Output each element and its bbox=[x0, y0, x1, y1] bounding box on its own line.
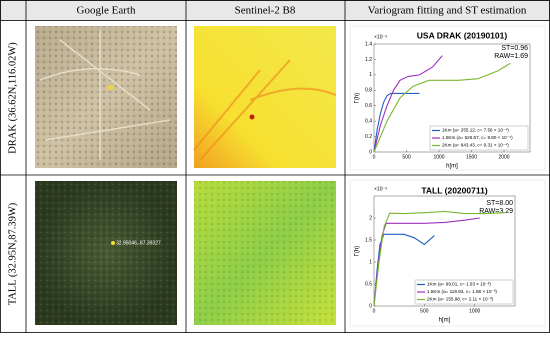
sentinel-image bbox=[193, 26, 337, 168]
legend-label: 1.5Km (a= 526.57, c= 9.80 × 10⁻⁴) bbox=[442, 135, 513, 140]
x-tick-label: 500 bbox=[420, 308, 429, 314]
series-line bbox=[373, 92, 420, 153]
series-line bbox=[373, 210, 505, 307]
x-tick-label: 0 bbox=[373, 154, 376, 160]
y-scale-label: ×10⁻³ bbox=[374, 186, 387, 192]
header-cell: Variogram fitting and ST estimation bbox=[368, 5, 527, 17]
x-tick-label: 0 bbox=[373, 308, 376, 314]
legend-box bbox=[429, 125, 529, 151]
legend-box bbox=[414, 279, 514, 305]
annotation: RAW=1.69 bbox=[494, 53, 528, 60]
y-tick-label: 1 bbox=[369, 72, 372, 78]
y-axis-label: Γ(h) bbox=[355, 246, 361, 257]
plot-frame bbox=[373, 195, 516, 307]
legend-label: 1Km (a= 99.01, c= 1.63 × 10⁻³) bbox=[427, 282, 491, 287]
y-tick-label: 2 bbox=[369, 215, 372, 221]
y-tick-label: 0.5 bbox=[365, 281, 372, 287]
y-tick-label: 0.4 bbox=[365, 118, 372, 124]
annotation: ST=0.96 bbox=[501, 45, 528, 52]
annotation: ST=8.00 bbox=[486, 200, 513, 207]
series-line bbox=[373, 233, 435, 307]
image-label: 32.95046,-87.39327 bbox=[116, 240, 161, 246]
plot-frame bbox=[373, 43, 531, 153]
row-label: TALL (32.95N,87.39W) bbox=[7, 202, 18, 305]
x-tick-label: 1000 bbox=[469, 308, 480, 314]
series-line bbox=[373, 55, 443, 153]
legend-label: 1Km (a= 255.12, c= 7.56 × 10⁻⁴) bbox=[442, 128, 509, 133]
legend-label: 1.5Km (a= 119.93, c= 1.88 × 10⁻³) bbox=[427, 289, 497, 294]
y-tick-label: 1.5 bbox=[365, 237, 372, 243]
y-tick-label: 0 bbox=[369, 303, 372, 309]
row-label: DRAK (36.62N,116.02W) bbox=[7, 42, 18, 154]
x-axis-label: h[m] bbox=[446, 164, 458, 170]
y-tick-label: 0.8 bbox=[365, 88, 372, 94]
satellite-image bbox=[35, 26, 177, 168]
y-tick-label: 0 bbox=[369, 149, 372, 155]
y-tick-label: 0.6 bbox=[365, 103, 372, 109]
x-axis-label: h[m] bbox=[439, 318, 451, 324]
x-tick-label: 1000 bbox=[433, 154, 444, 160]
chart-title: USA DRAK (20190101) bbox=[417, 30, 508, 40]
header-cell: Google Earth bbox=[77, 5, 136, 17]
y-tick-label: 1 bbox=[369, 259, 372, 265]
x-tick-label: 500 bbox=[402, 154, 411, 160]
y-tick-label: 0.2 bbox=[365, 134, 372, 140]
y-tick-label: 1.4 bbox=[365, 41, 372, 47]
y-tick-label: 1.2 bbox=[365, 57, 372, 63]
satellite-image bbox=[35, 181, 177, 325]
header-cell: Sentinel-2 B8 bbox=[235, 5, 296, 17]
y-scale-label: ×10⁻³ bbox=[374, 34, 387, 40]
legend-label: 2Km (a= 843.43, c= 9.31 × 10⁻⁴) bbox=[442, 143, 509, 148]
chart-title: TALL (20200711) bbox=[421, 185, 487, 195]
annotation: RAW=3.29 bbox=[479, 208, 513, 215]
legend-label: 2Km (a= 155.98, c= 2.11 × 10⁻³) bbox=[427, 297, 494, 302]
sentinel-image bbox=[194, 181, 336, 325]
y-axis-label: Γ(h) bbox=[355, 93, 361, 104]
series-line bbox=[373, 62, 511, 153]
x-tick-label: 2000 bbox=[498, 154, 509, 160]
x-tick-label: 1500 bbox=[466, 154, 477, 160]
